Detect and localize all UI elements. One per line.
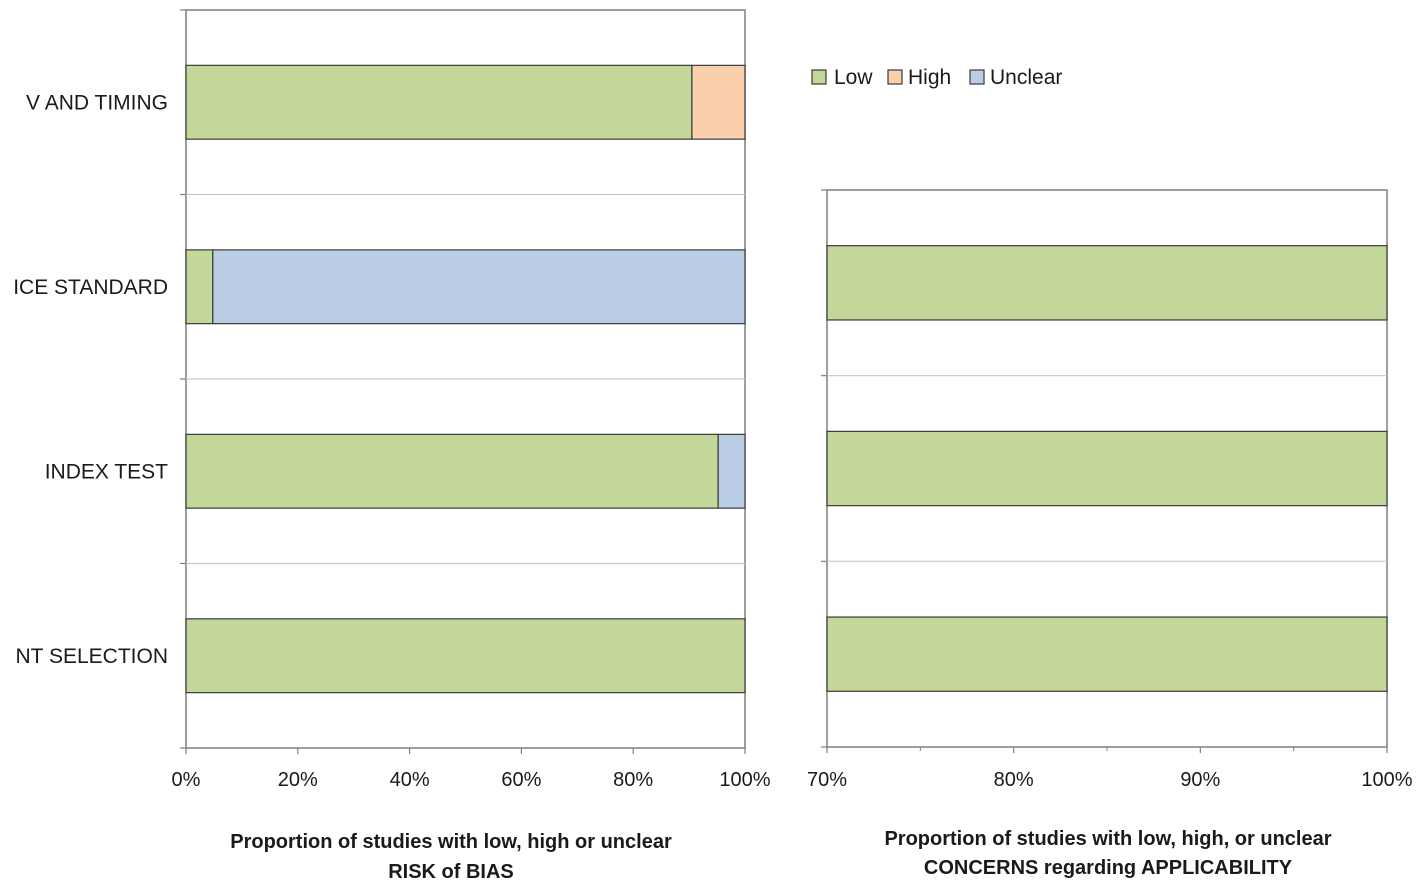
category-label-ice-standard: ICE STANDARD <box>13 276 168 299</box>
caption-line: Proportion of studies with low, high, or… <box>884 828 1331 850</box>
captions: Proportion of studies with low, high or … <box>230 828 1331 882</box>
x-tick-label: 100% <box>1361 769 1412 791</box>
legend-swatch-low <box>811 69 827 85</box>
x-tick-label: 20% <box>278 769 318 791</box>
bar-low-v-and-timing <box>185 64 693 140</box>
x-tick-label: 80% <box>994 769 1034 791</box>
bar-high-v-and-timing <box>691 64 746 140</box>
x-tick-label: 80% <box>613 769 653 791</box>
x-tick-label: 60% <box>501 769 541 791</box>
legend: Low High Unclear <box>811 66 1062 89</box>
bar-low-index-test <box>826 430 1388 507</box>
legend-swatch-unclear <box>969 69 985 85</box>
x-tick-label: 70% <box>807 769 847 791</box>
bar-low-nt-selection <box>826 616 1388 692</box>
bar-unclear-index-test <box>717 433 746 509</box>
applicability-chart: 70% 80% 90% 100% <box>807 189 1413 791</box>
bar-low-nt-selection <box>185 618 746 694</box>
bar-unclear-ice-standard <box>212 249 746 325</box>
bar-low-index-test <box>185 433 719 509</box>
caption-line: Proportion of studies with low, high or … <box>230 831 672 853</box>
bar-low-ice-standard <box>185 249 214 325</box>
x-tick-label: 90% <box>1180 769 1220 791</box>
category-label-v-and-timing: V AND TIMING <box>26 91 168 114</box>
category-label-nt-selection: NT SELECTION <box>16 645 168 668</box>
caption-line: RISK of BIAS <box>388 861 514 882</box>
category-label-index-test: INDEX TEST <box>45 460 168 483</box>
legend-label-unclear: Unclear <box>990 66 1062 89</box>
legend-label-low: Low <box>834 66 873 89</box>
x-tick-label: 0% <box>172 769 201 791</box>
risk-of-bias-chart: NT SELECTION INDEX TEST ICE STANDARD V AND … <box>13 9 771 791</box>
x-tick-label: 40% <box>390 769 430 791</box>
legend-swatch-high <box>887 69 903 85</box>
x-tick-label: 100% <box>719 769 770 791</box>
caption-line: CONCERNS regarding APPLICABILITY <box>924 857 1293 879</box>
legend-label-high: High <box>908 66 951 89</box>
bar-low-ice-standard <box>826 245 1388 321</box>
